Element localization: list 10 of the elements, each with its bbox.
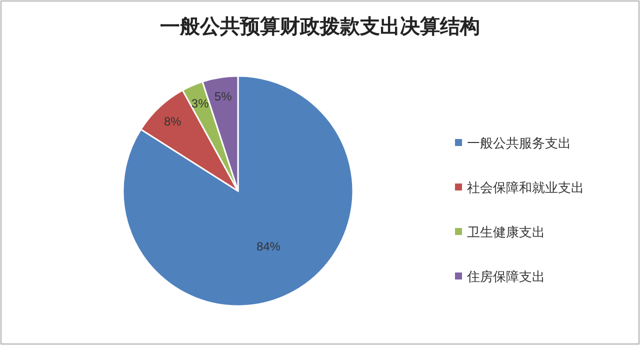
chart-title: 一般公共预算财政拨款支出决算结构 [160, 16, 480, 38]
legend-label: 住房保障支出 [466, 269, 545, 284]
legend-label: 一般公共服务支出 [467, 136, 571, 150]
legend-label: 社会保障和就业支出 [467, 180, 584, 195]
data-label: 8% [164, 114, 182, 128]
data-label: 5% [214, 90, 232, 104]
data-label: 84% [256, 239, 281, 254]
legend-label: 卫生健康支出 [467, 224, 545, 240]
pie-slice [122, 75, 354, 307]
data-label: 3% [191, 96, 210, 110]
